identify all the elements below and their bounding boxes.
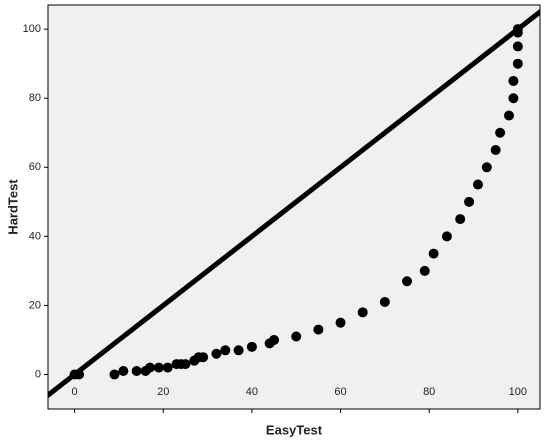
y-axis-title: HardTest	[5, 179, 20, 235]
point	[428, 248, 439, 259]
point	[512, 58, 523, 69]
point	[495, 127, 506, 138]
point	[144, 362, 155, 373]
point	[490, 145, 501, 156]
x-tick-label: 100	[509, 386, 527, 398]
y-tick-label: 80	[29, 92, 41, 104]
point	[335, 317, 346, 328]
y-tick-label: 60	[29, 161, 41, 173]
point	[379, 296, 390, 307]
point	[162, 362, 173, 373]
point	[291, 331, 302, 342]
point	[508, 93, 519, 104]
x-tick-label: 0	[72, 386, 78, 398]
point	[503, 110, 514, 121]
y-tick-label: 0	[35, 368, 41, 380]
x-tick-label: 60	[334, 386, 346, 398]
point	[118, 366, 129, 377]
point	[357, 307, 368, 318]
x-tick-label: 20	[157, 386, 169, 398]
point	[464, 196, 475, 207]
point	[313, 324, 324, 335]
y-tick-label: 100	[23, 23, 41, 35]
point	[180, 359, 191, 370]
point	[220, 345, 231, 356]
x-axis-title: EasyTest	[266, 422, 323, 437]
point	[481, 162, 492, 173]
point	[246, 341, 257, 352]
point	[198, 352, 209, 363]
point	[419, 265, 430, 276]
point	[441, 231, 452, 242]
point	[74, 369, 85, 380]
y-tick-label: 40	[29, 230, 41, 242]
point	[512, 41, 523, 52]
point	[472, 179, 483, 190]
point	[153, 362, 164, 373]
point	[109, 369, 120, 380]
reference-line	[48, 8, 540, 399]
plot-area	[47, 4, 541, 410]
point	[455, 214, 466, 225]
point	[512, 24, 523, 35]
point	[131, 366, 142, 377]
plot-content	[48, 8, 540, 399]
point	[211, 348, 222, 359]
point	[269, 334, 280, 345]
point	[233, 345, 244, 356]
point	[402, 276, 413, 287]
x-tick-label: 40	[246, 386, 258, 398]
point	[508, 75, 519, 86]
y-tick-label: 20	[29, 299, 41, 311]
x-tick-label: 80	[423, 386, 435, 398]
